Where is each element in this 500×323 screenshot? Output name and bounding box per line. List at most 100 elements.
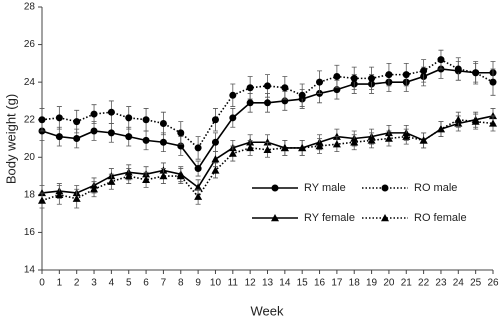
- data-point-marker: [72, 194, 81, 202]
- y-tick-label: 24: [24, 77, 36, 88]
- data-point-marker: [159, 119, 167, 127]
- x-tick-label: 22: [418, 278, 430, 289]
- x-tick-label: 13: [262, 278, 274, 289]
- data-point-marker: [107, 108, 115, 116]
- x-tick-label: 16: [314, 278, 326, 289]
- data-point-marker: [436, 125, 445, 133]
- data-point-marker: [350, 74, 358, 82]
- x-tick-label: 25: [470, 278, 482, 289]
- legend-marker: [271, 184, 279, 192]
- data-point-marker: [73, 135, 81, 142]
- x-tick-label: 17: [331, 278, 343, 289]
- data-point-marker: [107, 177, 116, 185]
- x-tick-label: 24: [453, 278, 465, 289]
- legend-text: RO male: [414, 182, 457, 194]
- data-point-marker: [333, 73, 341, 81]
- data-point-marker: [159, 172, 168, 180]
- data-point-marker: [55, 133, 63, 141]
- data-point-marker: [298, 143, 307, 152]
- data-point-marker: [315, 142, 324, 150]
- x-tick-label: 1: [57, 278, 63, 289]
- data-point-marker: [229, 91, 237, 99]
- legend-marker: [381, 214, 389, 222]
- legend-marker: [271, 214, 279, 222]
- x-tick-label: 5: [126, 278, 132, 289]
- x-tick-label: 11: [228, 278, 239, 289]
- data-point-marker: [194, 144, 202, 152]
- data-point-marker: [280, 143, 289, 152]
- data-point-marker: [125, 133, 133, 141]
- data-point-marker: [402, 71, 410, 79]
- y-axis-title: Body weight (g): [3, 94, 18, 184]
- x-tick-label: 21: [401, 278, 413, 289]
- data-point-marker: [90, 127, 98, 135]
- y-tick-label: 14: [24, 265, 36, 276]
- x-tick-label: 12: [245, 278, 257, 289]
- data-point-marker: [489, 78, 497, 86]
- data-point-marker: [38, 196, 46, 204]
- data-point-marker: [194, 192, 203, 200]
- x-tick-label: 15: [297, 278, 309, 289]
- data-point-marker: [298, 91, 306, 99]
- data-point-marker: [228, 149, 237, 157]
- data-point-marker: [472, 69, 480, 77]
- data-point-marker: [368, 74, 376, 82]
- data-point-marker: [142, 175, 151, 184]
- data-point-marker: [125, 114, 133, 122]
- data-point-marker: [402, 132, 411, 140]
- data-point-marker: [384, 134, 393, 142]
- data-point-marker: [454, 65, 462, 73]
- data-point-marker: [316, 78, 324, 86]
- legend-text: RY male: [304, 182, 346, 194]
- legend-marker: [381, 184, 389, 192]
- data-point-marker: [73, 118, 81, 126]
- data-point-marker: [177, 129, 185, 137]
- data-point-marker: [194, 165, 202, 173]
- x-tick-label: 2: [74, 278, 80, 289]
- data-point-marker: [55, 114, 63, 122]
- data-point-marker: [263, 145, 272, 153]
- data-point-marker: [246, 99, 254, 107]
- y-tick-label: 26: [24, 39, 36, 50]
- data-point-marker: [159, 138, 167, 146]
- data-point-marker: [211, 138, 219, 146]
- y-tick-label: 18: [24, 189, 36, 200]
- data-point-marker: [454, 115, 463, 123]
- data-point-marker: [142, 136, 150, 144]
- x-tick-label: 7: [161, 278, 167, 289]
- data-point-marker: [211, 166, 220, 174]
- data-point-marker: [385, 71, 393, 79]
- data-point-marker: [142, 116, 150, 124]
- data-point-marker: [350, 138, 359, 146]
- x-tick-label: 9: [195, 278, 201, 289]
- data-point-marker: [471, 117, 480, 125]
- data-point-marker: [419, 136, 428, 144]
- data-point-marker: [107, 129, 115, 137]
- data-point-marker: [124, 172, 133, 180]
- x-tick-label: 18: [349, 278, 361, 289]
- data-point-marker: [176, 172, 185, 180]
- data-point-marker: [246, 143, 255, 152]
- data-point-marker: [229, 114, 237, 122]
- data-point-marker: [90, 110, 98, 118]
- x-tick-label: 19: [366, 278, 378, 289]
- data-point-marker: [437, 56, 445, 64]
- y-tick-label: 20: [24, 152, 36, 163]
- legend-text: RY female: [304, 212, 355, 224]
- x-tick-label: 0: [39, 278, 45, 289]
- data-point-marker: [38, 116, 46, 124]
- data-point-marker: [332, 140, 341, 148]
- data-point-marker: [367, 136, 376, 144]
- x-tick-label: 14: [279, 278, 291, 289]
- data-point-marker: [211, 155, 220, 163]
- y-tick-label: 16: [24, 227, 36, 238]
- data-point-marker: [55, 190, 64, 199]
- data-point-marker: [211, 116, 219, 124]
- x-tick-label: 6: [143, 278, 149, 289]
- y-tick-label: 22: [24, 114, 36, 125]
- x-tick-label: 20: [383, 278, 395, 289]
- series-line: [41, 118, 494, 202]
- data-point-marker: [90, 185, 99, 193]
- data-point-marker: [264, 82, 271, 90]
